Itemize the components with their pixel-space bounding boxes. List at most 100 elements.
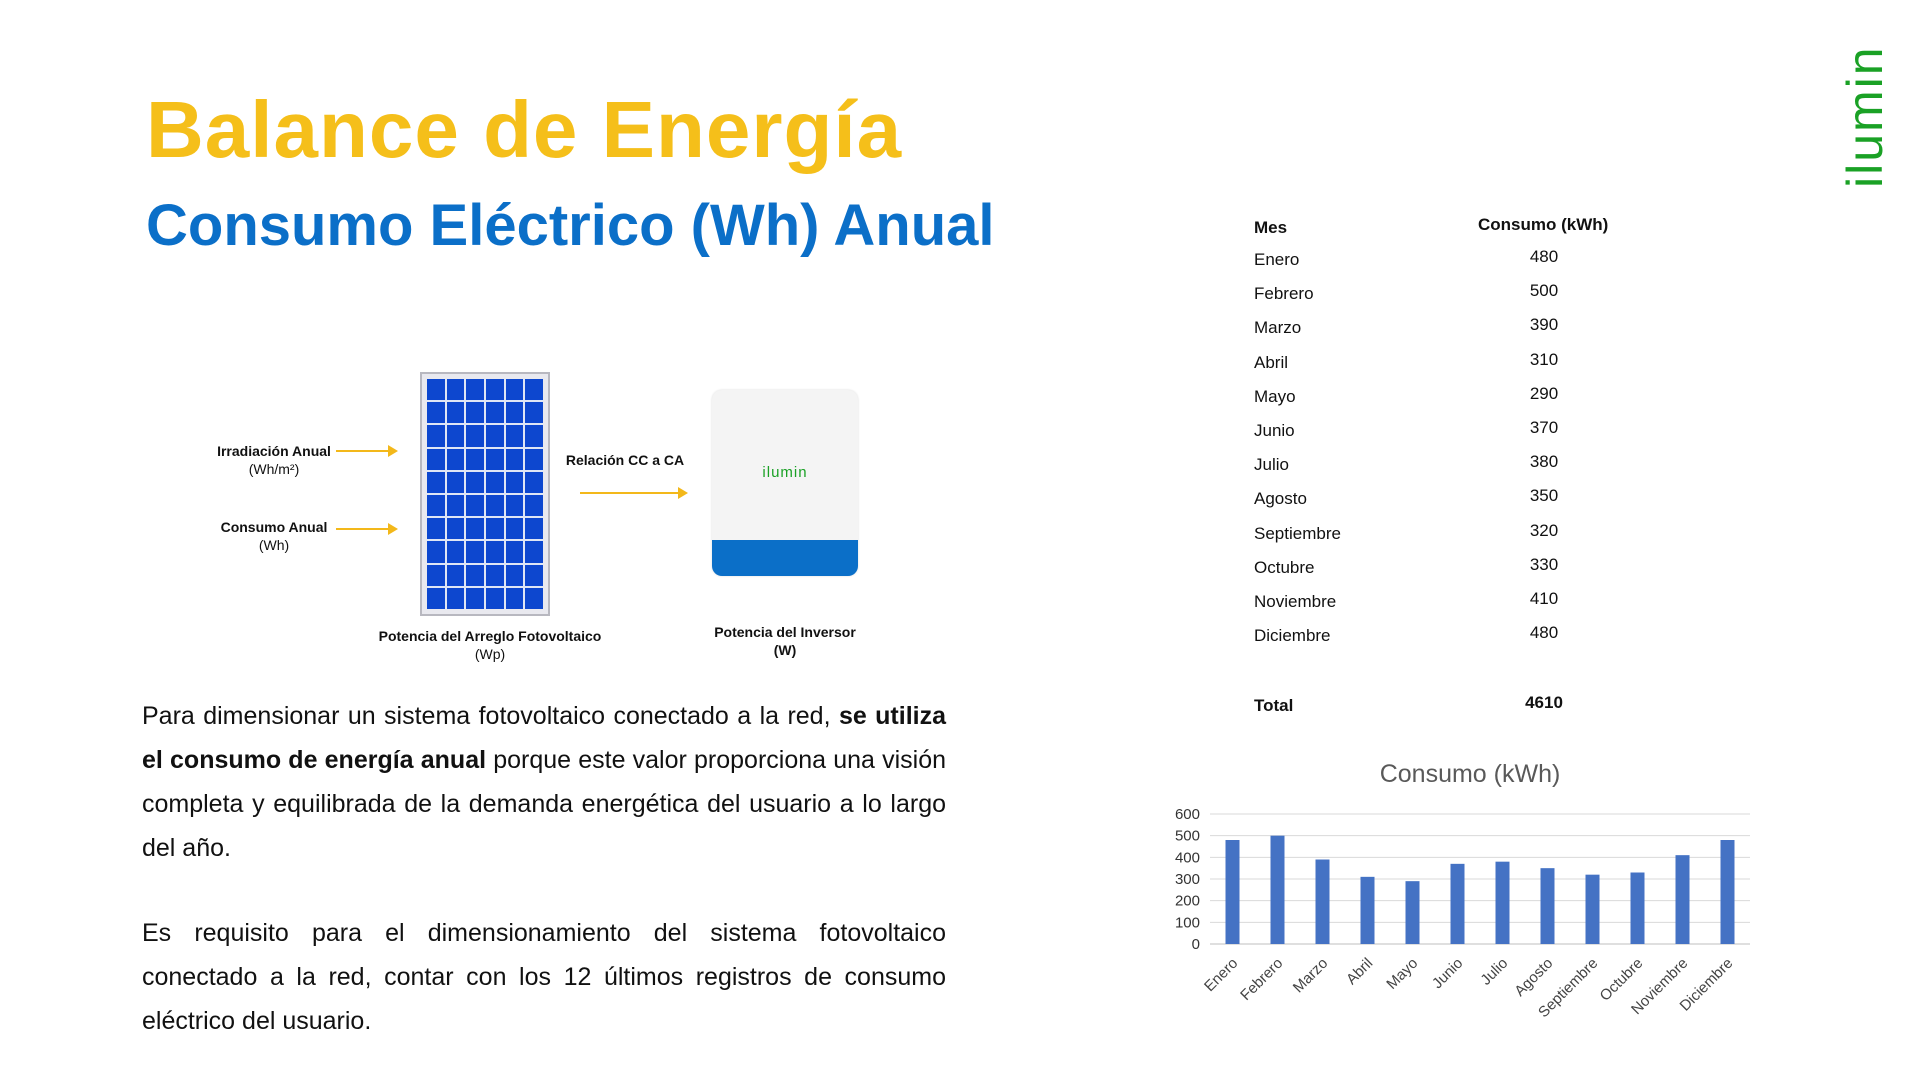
panel-cell <box>427 471 445 493</box>
consumption-label: Consumo Anual <box>220 519 328 535</box>
panel-cell <box>427 379 445 401</box>
panel-cell <box>446 402 465 424</box>
panel-cell <box>446 379 465 401</box>
y-tick-label: 600 <box>1175 806 1200 823</box>
panel-cell <box>525 471 543 493</box>
panel-cell <box>505 518 524 540</box>
bar-noviembre <box>1675 855 1690 944</box>
array-unit: (Wp) <box>474 646 506 662</box>
panel-cell <box>485 425 504 447</box>
panel-cell <box>427 587 445 609</box>
bar-febrero <box>1270 835 1285 944</box>
panel-cell <box>505 402 524 424</box>
table-cell-month: Septiembre <box>1254 523 1341 543</box>
chart-title: Consumo (kWh) <box>1379 760 1561 788</box>
panel-cell <box>446 541 465 563</box>
panel-cell <box>446 495 465 517</box>
panel-cell <box>525 425 543 447</box>
panel-cell <box>485 379 504 401</box>
bar-enero <box>1225 840 1240 944</box>
panel-cell <box>466 518 484 540</box>
panel-cell <box>525 495 543 517</box>
bar-septiembre <box>1585 874 1600 944</box>
paragraph-text: porque este valor proporciona una visión… <box>142 746 946 862</box>
page-subtitle: Consumo Eléctrico (Wh) Anual <box>146 193 995 258</box>
panel-cell <box>446 518 465 540</box>
arrow-head-icon <box>678 487 688 499</box>
table-cell-value: 310 <box>1529 349 1559 369</box>
y-tick-label: 400 <box>1175 849 1200 866</box>
table-cell-value: 480 <box>1529 623 1559 643</box>
x-tick-label: Julio <box>1477 955 1511 989</box>
table-cell-value: 350 <box>1529 486 1559 506</box>
panel-cell <box>525 564 543 586</box>
panel-cell <box>446 448 465 470</box>
table-header-month: Mes <box>1254 218 1288 237</box>
table-cell-value: 370 <box>1529 418 1559 437</box>
panel-cell <box>505 564 524 586</box>
consumption-table: Mes Consumo (kWh) Enero 480 Febrero 500 Marz… <box>0 0 1608 715</box>
panel-cell <box>446 564 465 586</box>
panel-cell <box>525 379 543 401</box>
panel-cell <box>427 518 445 540</box>
y-tick-label: 500 <box>1175 828 1200 845</box>
inverter-unit: (W) <box>773 642 797 658</box>
system-diagram: Irradiación Anual (Wh/m²) Consumo Anual … <box>0 0 858 662</box>
x-tick-label: Abril <box>1343 955 1376 988</box>
y-tick-label: 200 <box>1175 893 1200 910</box>
y-tick-label: 300 <box>1175 871 1200 888</box>
x-tick-label: Enero <box>1201 955 1241 995</box>
panel-cell <box>485 448 504 470</box>
panel-cell <box>427 402 445 424</box>
panel-cell <box>446 587 465 609</box>
panel-cell <box>485 518 504 540</box>
panel-cell <box>525 541 543 563</box>
table-cell-month: Febrero <box>1254 284 1314 304</box>
table-cell-month: Abril <box>1254 352 1289 372</box>
panel-cell <box>427 448 445 470</box>
panel-cell <box>427 495 445 517</box>
bar-junio <box>1450 863 1465 944</box>
paragraph-text: Para dimensionar un sistema fotovoltaico… <box>142 702 839 730</box>
panel-cell <box>427 541 445 563</box>
inverter-brand: ilumin <box>762 464 808 481</box>
table-cell-value: 330 <box>1529 554 1559 574</box>
irradiation-unit: (Wh/m²) <box>248 461 300 477</box>
panel-cell <box>485 541 504 563</box>
paragraph-requirement: Es requisito para el dimensionamiento de… <box>142 919 946 1035</box>
panel-cell <box>505 471 524 493</box>
brand-logo: ilumin <box>1837 45 1893 188</box>
x-tick-label: Febrero <box>1237 955 1286 1004</box>
table-cell-month: Diciembre <box>1254 626 1331 646</box>
table-cell-month: Noviembre <box>1254 592 1337 611</box>
panel-cell <box>525 402 543 424</box>
panel-cell <box>505 495 524 517</box>
x-tick-label: Junio <box>1429 955 1466 992</box>
panel-cell <box>485 587 504 609</box>
panel-cell <box>525 587 543 609</box>
consumption-arrow <box>336 528 391 530</box>
x-tick-label: Marzo <box>1290 955 1331 996</box>
ratio-label: Relación CC a CA <box>565 452 685 468</box>
table-cell-value: 390 <box>1529 315 1559 335</box>
bar-abril <box>1360 876 1375 944</box>
table-cell-value: 380 <box>1529 452 1559 472</box>
ratio-arrow <box>580 492 680 494</box>
y-tick-label: 0 <box>1192 936 1200 953</box>
panel-cell <box>485 564 504 586</box>
panel-cell <box>466 564 484 586</box>
panel-cell <box>427 564 445 586</box>
panel-cell <box>505 541 524 563</box>
table-cell-month: Agosto <box>1254 489 1307 509</box>
panel-cell <box>466 379 484 401</box>
table-cell-month: Octubre <box>1254 557 1315 577</box>
panel-cell <box>505 448 524 470</box>
table-cell-month: Enero <box>1254 250 1300 269</box>
bar-mayo <box>1405 881 1420 944</box>
consumption-unit: (Wh) <box>258 537 290 553</box>
panel-cell <box>525 518 543 540</box>
arrow-head-icon <box>388 523 398 535</box>
panel-cell <box>466 448 484 470</box>
panel-cell <box>466 471 484 493</box>
inverter-icon: ilumin <box>712 390 858 576</box>
